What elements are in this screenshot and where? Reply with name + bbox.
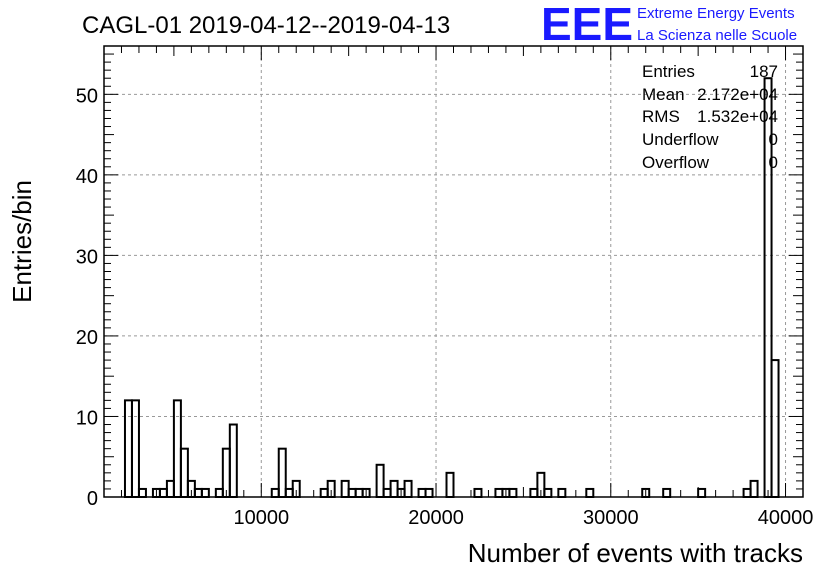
stats-value-rms: 1.532e+04 (697, 107, 778, 126)
histogram-bin (382, 487, 392, 499)
eee-logo: EEE Extreme Energy Events La Scienza nel… (541, 0, 797, 50)
grid-lines (104, 46, 803, 497)
stats-value-underflow: 0 (769, 130, 778, 149)
y-tick-label: 30 (76, 246, 98, 268)
y-tick-label: 10 (76, 407, 98, 429)
x-axis-title: Number of events with tracks (468, 538, 803, 568)
tick-labels: 10000 20000 30000 40000 0 10 20 30 40 50 (76, 85, 814, 529)
y-tick-label: 0 (87, 488, 98, 510)
histogram-bin (214, 487, 224, 499)
histogram-bin (557, 487, 567, 499)
y-tick-label: 50 (76, 85, 98, 107)
stats-value-overflow: 0 (769, 153, 778, 172)
logo-mark: EEE (541, 0, 633, 50)
logo-line-1: Extreme Energy Events (637, 5, 795, 22)
histogram-bin (770, 359, 780, 499)
y-tick-label: 20 (76, 327, 98, 349)
histogram-bin (193, 487, 203, 499)
histogram-bin (529, 487, 539, 499)
histogram-bin (473, 487, 483, 499)
histogram-bin (179, 447, 189, 498)
histogram-bin (340, 479, 350, 498)
histogram-bin (347, 487, 357, 499)
histogram-bin (172, 399, 182, 499)
histogram-bin (319, 487, 329, 499)
histogram-bins (123, 77, 780, 499)
stats-label-underflow: Underflow (642, 130, 719, 149)
histogram-bin (123, 399, 133, 499)
histogram-bin (389, 479, 399, 498)
histogram-bin (749, 479, 759, 498)
histogram-bin (742, 487, 752, 499)
histogram-bin (221, 447, 231, 498)
histogram-bin (137, 487, 147, 499)
stats-label-overflow: Overflow (642, 153, 710, 172)
histogram-bin (165, 479, 175, 498)
stats-value-entries: 187 (750, 62, 778, 81)
histogram-bin (284, 487, 294, 499)
histogram-bin (130, 399, 140, 499)
histogram-bin (417, 487, 427, 499)
histogram-bin (445, 471, 455, 499)
histogram-bin (697, 487, 707, 499)
histogram-bin (662, 487, 672, 499)
stats-label-mean: Mean (642, 85, 685, 104)
histogram-bin (228, 423, 238, 498)
histogram-bin (200, 487, 210, 499)
logo-line-2: La Scienza nelle Scuole (637, 27, 797, 44)
histogram-bin (375, 463, 385, 498)
histogram-bin (585, 487, 595, 499)
y-axis-title: Entries/bin (7, 180, 37, 303)
y-tick-label: 40 (76, 166, 98, 188)
stats-label-entries: Entries (642, 62, 695, 81)
histogram-bin (403, 479, 413, 498)
x-tick-label: 20000 (408, 507, 464, 529)
histogram-bin (424, 487, 434, 499)
x-tick-label: 10000 (233, 507, 289, 529)
x-tick-label: 40000 (758, 507, 814, 529)
stats-box: Entries 187 Mean 2.172e+04 RMS 1.532e+04… (642, 62, 778, 172)
histogram-bin (508, 487, 518, 499)
x-tick-label: 30000 (583, 507, 639, 529)
histogram-bin (354, 487, 364, 499)
histogram-bin (270, 487, 280, 499)
stats-label-rms: RMS (642, 107, 680, 126)
histogram-bin (277, 447, 287, 498)
chart-title: CAGL-01 2019-04-12--2019-04-13 (82, 12, 450, 39)
histogram-bin (494, 487, 504, 499)
histogram-bin (543, 487, 553, 499)
axis-ticks (103, 45, 804, 498)
histogram-bin (158, 487, 168, 499)
stats-value-mean: 2.172e+04 (697, 85, 778, 104)
